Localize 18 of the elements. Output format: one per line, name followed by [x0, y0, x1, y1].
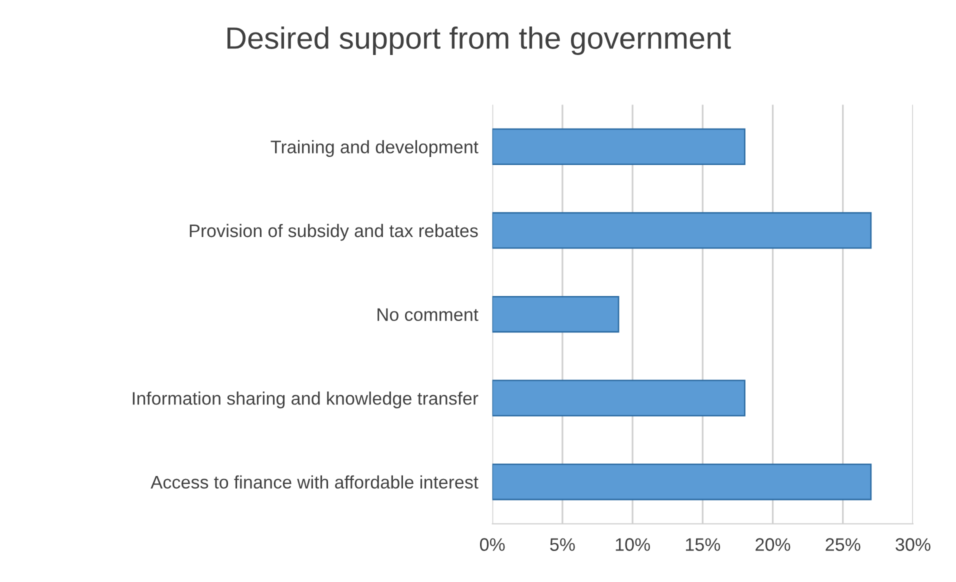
bar [492, 464, 872, 500]
y-tick-label: Provision of subsidy and tax rebates [190, 224, 478, 241]
y-tick-label: Access to finance with affordable interest [150, 475, 478, 489]
bar [492, 380, 746, 416]
y-tick-label: No comment [378, 308, 478, 321]
bar [492, 296, 620, 333]
x-tick-label: 0% [480, 538, 505, 551]
chart-title: Desired support from the government [227, 26, 731, 55]
x-tick-label: 15% [686, 538, 720, 551]
bar [492, 212, 872, 249]
x-tick-label: 5% [550, 538, 575, 551]
x-tick-label: 20% [756, 538, 790, 551]
bar [492, 128, 746, 165]
x-tick-label: 25% [826, 538, 860, 551]
x-tick-label: 30% [896, 538, 930, 551]
y-tick-label: Information sharing and knowledge transfer [132, 392, 478, 408]
y-tick-label: Training and development [270, 140, 478, 157]
x-tick-label: 10% [616, 538, 650, 551]
